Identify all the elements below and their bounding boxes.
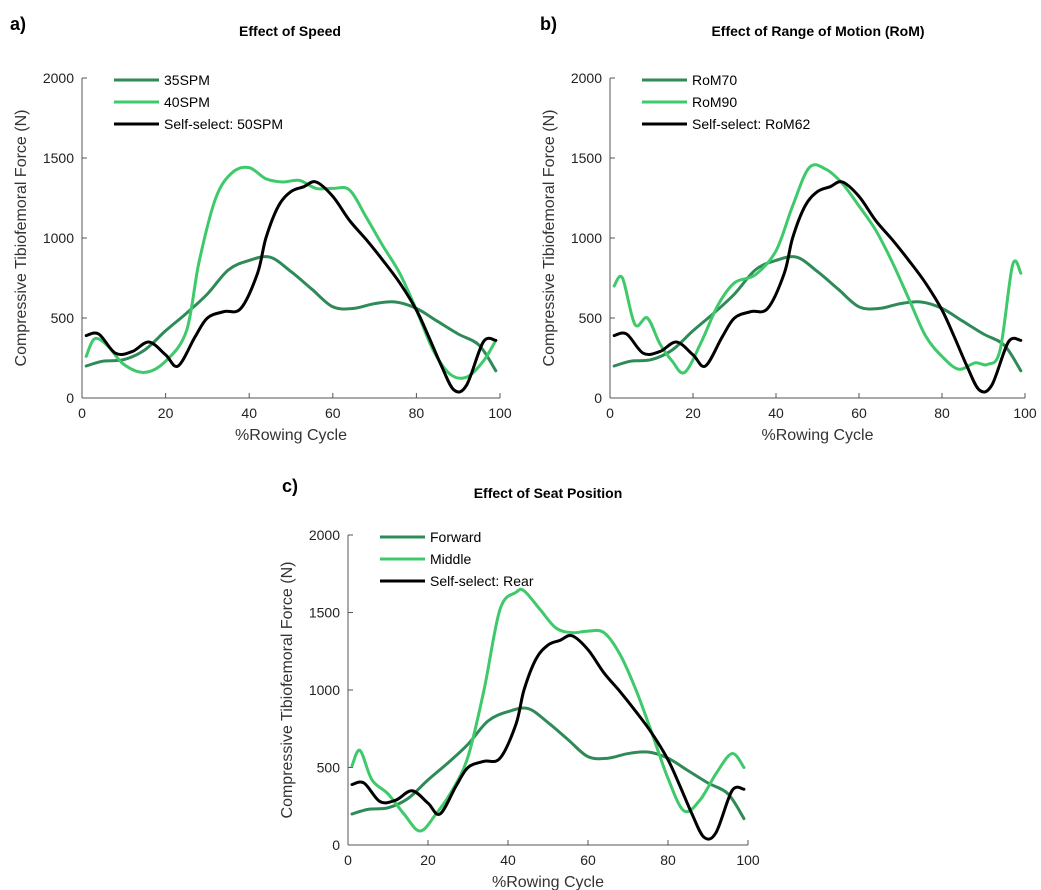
y-tick-label: 1000 bbox=[309, 682, 340, 698]
legend-label: RoM90 bbox=[692, 94, 737, 110]
x-tick-label: 80 bbox=[934, 405, 950, 421]
y-tick-label: 2000 bbox=[309, 527, 340, 543]
y-tick-label: 0 bbox=[332, 837, 340, 853]
y-tick-label: 2000 bbox=[571, 70, 602, 86]
series-line-2 bbox=[612, 163, 1023, 375]
x-tick-label: 20 bbox=[158, 405, 174, 421]
x-axis-label: %Rowing Cycle bbox=[761, 427, 873, 444]
y-tick-label: 500 bbox=[51, 310, 75, 326]
legend-label: Self-select: Rear bbox=[430, 573, 534, 589]
x-tick-label: 100 bbox=[1013, 405, 1037, 421]
legend: RoM70 RoM90 Self-select: RoM62 bbox=[642, 72, 810, 132]
legend-label: RoM70 bbox=[692, 72, 737, 88]
y-axis-label: Compressive Tibiofemoral Force (N) bbox=[13, 110, 30, 367]
y-tick-label: 0 bbox=[594, 390, 602, 406]
x-tick-label: 60 bbox=[580, 852, 596, 868]
series-line-3 bbox=[84, 180, 498, 394]
x-tick-label: 100 bbox=[488, 405, 512, 421]
chart-title: Effect of Range of Motion (RoM) bbox=[711, 23, 924, 39]
y-tick-label: 2000 bbox=[43, 70, 74, 86]
panel-label: c) bbox=[282, 476, 298, 496]
x-tick-label: 20 bbox=[420, 852, 436, 868]
y-axis-label: Compressive Tibiofemoral Force (N) bbox=[279, 562, 296, 819]
x-tick-label: 0 bbox=[606, 405, 614, 421]
x-tick-label: 20 bbox=[685, 405, 701, 421]
x-tick-label: 100 bbox=[736, 852, 760, 868]
x-tick-label: 0 bbox=[344, 852, 352, 868]
y-tick-label: 1500 bbox=[571, 150, 602, 166]
legend: Forward Middle Self-select: Rear bbox=[380, 529, 534, 589]
x-tick-label: 80 bbox=[409, 405, 425, 421]
panel-label: a) bbox=[10, 14, 26, 34]
legend-label: 40SPM bbox=[164, 94, 210, 110]
chart-title: Effect of Seat Position bbox=[474, 485, 623, 501]
x-tick-label: 40 bbox=[241, 405, 257, 421]
series-line-3 bbox=[612, 180, 1023, 394]
legend: 35SPM 40SPM Self-select: 50SPM bbox=[114, 72, 283, 132]
series-line-3 bbox=[350, 633, 746, 841]
legend-label: 35SPM bbox=[164, 72, 210, 88]
panel-label: b) bbox=[540, 14, 557, 34]
y-tick-label: 1000 bbox=[43, 230, 74, 246]
legend-label: Forward bbox=[430, 529, 481, 545]
x-tick-label: 40 bbox=[500, 852, 516, 868]
x-tick-label: 80 bbox=[660, 852, 676, 868]
y-tick-label: 1500 bbox=[309, 605, 340, 621]
x-tick-label: 40 bbox=[768, 405, 784, 421]
x-tick-label: 60 bbox=[325, 405, 341, 421]
y-tick-label: 1500 bbox=[43, 150, 74, 166]
y-axis-label: Compressive Tibiofemoral Force (N) bbox=[541, 110, 558, 367]
series-line-1 bbox=[612, 255, 1023, 373]
x-tick-label: 0 bbox=[78, 405, 86, 421]
legend-label: Self-select: 50SPM bbox=[164, 116, 283, 132]
x-axis-label: %Rowing Cycle bbox=[492, 874, 604, 890]
y-tick-label: 500 bbox=[579, 310, 603, 326]
x-tick-label: 60 bbox=[851, 405, 867, 421]
y-tick-label: 0 bbox=[66, 390, 74, 406]
x-axis-label: %Rowing Cycle bbox=[235, 427, 347, 444]
legend-label: Middle bbox=[430, 551, 471, 567]
y-tick-label: 1000 bbox=[571, 230, 602, 246]
series-line-1 bbox=[84, 255, 498, 373]
y-tick-label: 500 bbox=[317, 760, 341, 776]
legend-label: Self-select: RoM62 bbox=[692, 116, 810, 132]
chart-title: Effect of Speed bbox=[239, 23, 341, 39]
chart-panel-2: b) Effect of Range of Motion (RoM) 0 20 40 60… bbox=[540, 14, 1037, 444]
series-line-1 bbox=[350, 706, 746, 821]
series-line-2 bbox=[350, 587, 746, 833]
